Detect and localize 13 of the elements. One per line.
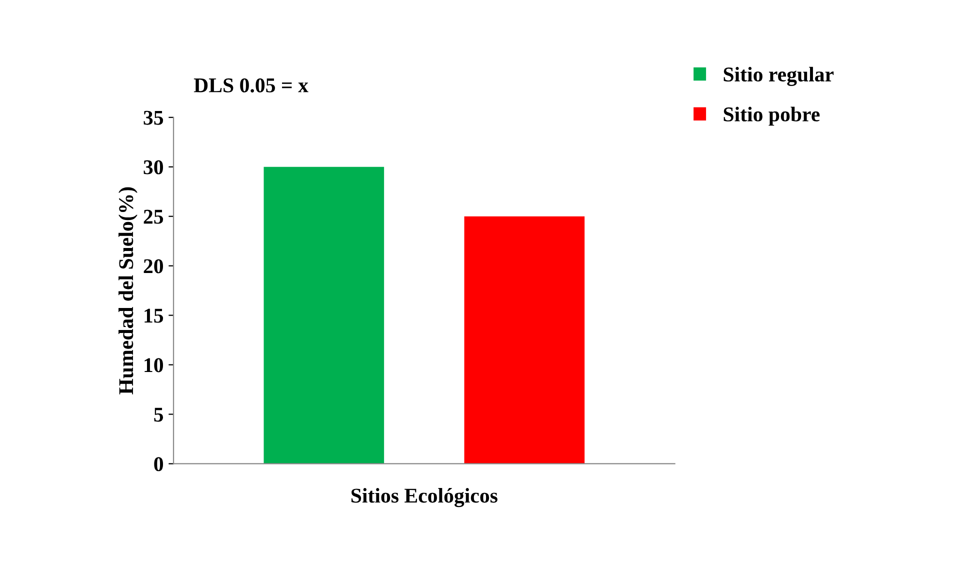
- y-axis-title: Humedad del Suelo(%): [118, 187, 138, 394]
- y-tick-label: 15: [144, 308, 164, 323]
- y-tick-label: 0: [154, 457, 164, 472]
- y-tick-label: 20: [144, 259, 164, 274]
- y-tick-label: 35: [144, 110, 164, 125]
- legend-label: Sitio regular: [724, 66, 834, 86]
- y-tick-label: 5: [154, 408, 164, 422]
- x-axis-title: Sitios Ecológicos: [351, 488, 498, 508]
- y-tick-label: 10: [144, 358, 164, 372]
- text: DLS 0.05 = x: [194, 78, 308, 92]
- y-tick-label: 25: [144, 210, 164, 224]
- legend-label: Sitio pobre: [724, 106, 820, 126]
- y-tick-label: 30: [144, 160, 164, 174]
